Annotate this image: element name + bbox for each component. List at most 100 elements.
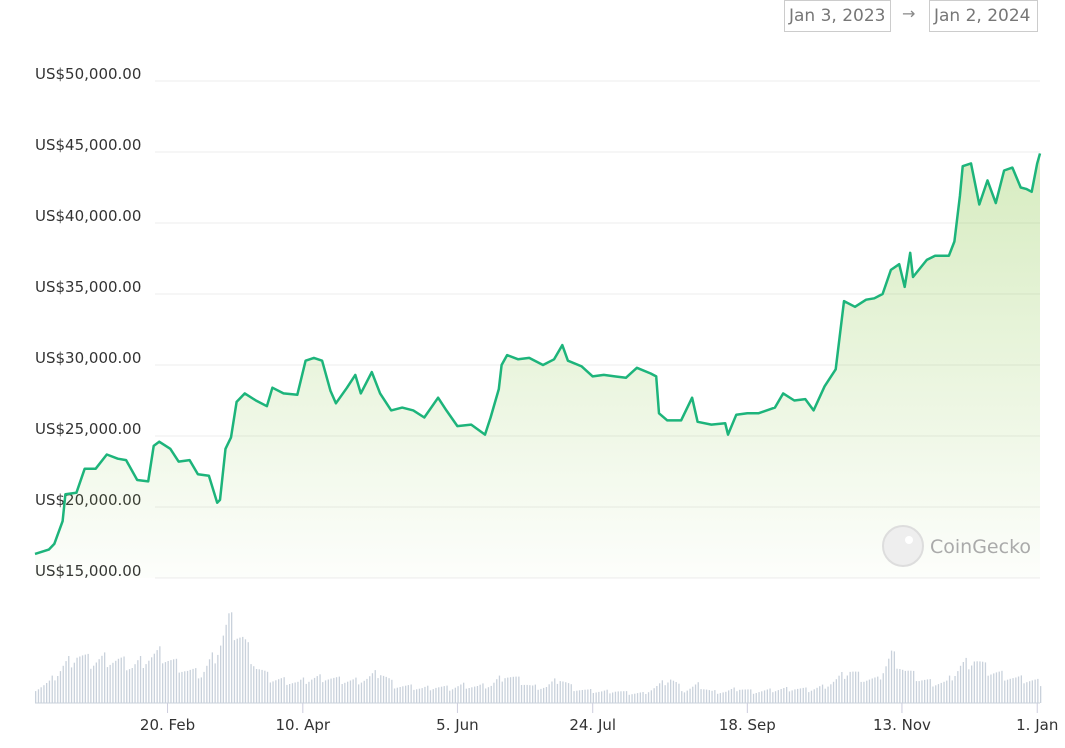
volume-bar (269, 682, 271, 703)
volume-bar (681, 691, 683, 703)
volume-bar (755, 693, 757, 703)
volume-bar (645, 694, 647, 703)
gecko-eye-icon (905, 536, 913, 544)
volume-bar (692, 686, 694, 703)
date-range-from[interactable]: Jan 3, 2023 (784, 0, 891, 32)
volume-bar (363, 680, 365, 703)
volume-bar (722, 692, 724, 703)
volume-bar (529, 685, 531, 703)
volume-bar (451, 689, 454, 703)
volume-bar (659, 683, 661, 703)
volume-bar (686, 690, 688, 703)
volume-bar (590, 689, 592, 703)
volume-bar (479, 684, 481, 703)
volume-bar (910, 670, 912, 703)
volume-bar (625, 691, 628, 703)
volume-bar (54, 680, 56, 703)
volume-bar (675, 682, 677, 703)
volume-bar (128, 669, 131, 703)
volume-bar (852, 671, 854, 703)
volume-bar (186, 670, 189, 703)
volume-bar (841, 672, 843, 703)
volume-bar (476, 686, 479, 703)
volume-bar (545, 687, 548, 703)
volume-bar (457, 686, 459, 703)
volume-bar (120, 657, 122, 703)
volume-bar (51, 675, 53, 703)
volume-bar (471, 687, 473, 703)
volume-bar (465, 688, 467, 703)
volume-bar (175, 658, 178, 703)
volume-bar (123, 656, 125, 703)
volume-bar (802, 687, 804, 703)
volume-bar (805, 687, 807, 703)
volume-bar (606, 689, 608, 703)
volume-bar (507, 677, 509, 703)
date-range-to[interactable]: Jan 2, 2024 (929, 0, 1038, 32)
volume-bar (783, 688, 785, 703)
range-arrow: → (902, 4, 916, 23)
volume-bar (739, 689, 741, 703)
volume-bar (556, 683, 559, 703)
volume-bar (700, 689, 702, 703)
volume-bar (349, 680, 352, 703)
volume-bar (532, 685, 534, 703)
volume-bar (567, 683, 570, 703)
volume-bar (893, 651, 895, 703)
y-tick-label: US$35,000.00 (35, 278, 141, 296)
volume-bar (554, 678, 556, 703)
volume-bar (195, 668, 197, 703)
volume-bar (512, 676, 514, 703)
volume-bar (106, 667, 109, 703)
volume-bar (355, 677, 357, 703)
volume-bar (929, 679, 931, 703)
volume-bar (1017, 676, 1020, 703)
volume-bar (211, 652, 213, 703)
coingecko-watermark: CoinGecko (882, 525, 1031, 567)
volume-bar (683, 692, 686, 703)
volume-bar (993, 673, 995, 703)
volume-bar (410, 684, 412, 703)
volume-bar (824, 688, 826, 703)
volume-bar (736, 691, 738, 703)
volume-bar (982, 661, 984, 703)
volume-bar (537, 689, 539, 703)
volume-bar (885, 666, 887, 703)
volume-bar (509, 677, 512, 703)
volume-bar (951, 680, 953, 703)
volume-bar (810, 690, 813, 703)
volume-bar (335, 677, 338, 703)
volume-bar (228, 613, 230, 703)
x-tick-label: 1. Jan (1016, 716, 1058, 734)
volume-bar (37, 689, 40, 703)
volume-bar (167, 661, 169, 703)
volume-bar (540, 688, 542, 703)
volume-bar (813, 689, 815, 703)
volume-bar (162, 663, 164, 703)
volume-bar (866, 680, 868, 703)
volume-bar (971, 665, 973, 703)
volume-bar (76, 657, 78, 703)
volume-bar (393, 688, 396, 703)
volume-bar (377, 678, 379, 703)
volume-bar (647, 692, 650, 703)
volume-bar (763, 690, 766, 703)
y-tick-label: US$50,000.00 (35, 65, 141, 83)
volume-bar (725, 691, 727, 703)
volume-bar (418, 688, 421, 703)
volume-bar (703, 689, 705, 703)
volume-bar (302, 677, 305, 703)
y-tick-label: US$40,000.00 (35, 207, 141, 225)
volume-bar (59, 671, 62, 703)
volume-bar (896, 668, 898, 703)
volume-bar (208, 659, 211, 703)
x-tick-label: 10. Apr (276, 716, 331, 734)
volume-bar (957, 671, 959, 703)
volume-bar (347, 681, 349, 703)
volume-bar (935, 685, 937, 703)
volume-bar (62, 665, 64, 703)
volume-bar (81, 655, 84, 703)
volume-bar (407, 685, 409, 703)
volume-bar (830, 684, 832, 703)
volume-bar (777, 690, 779, 703)
